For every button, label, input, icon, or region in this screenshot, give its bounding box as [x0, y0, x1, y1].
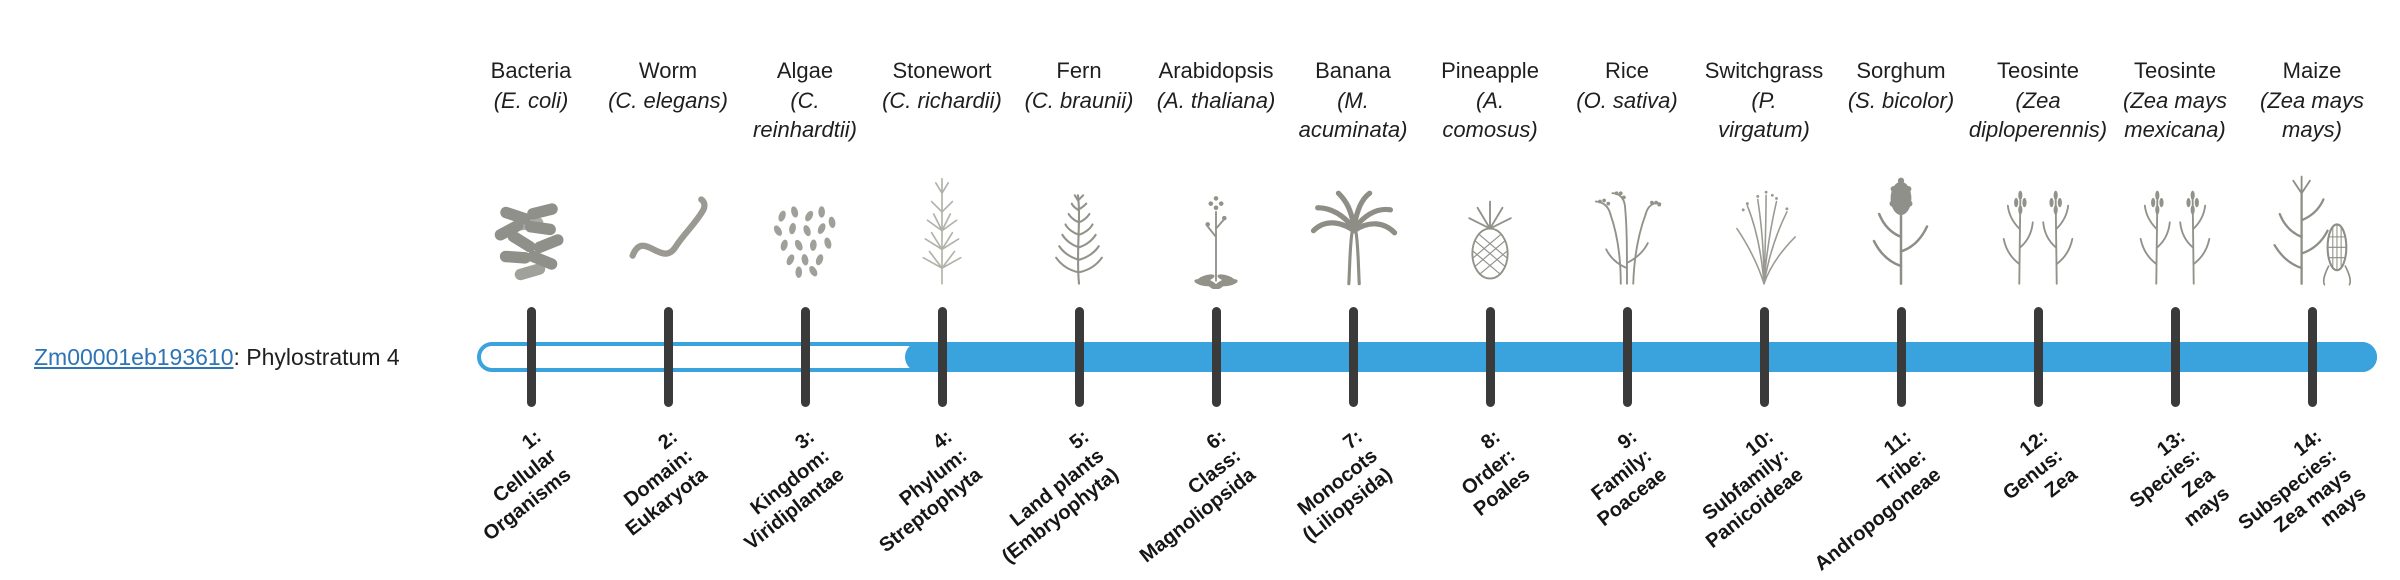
organism-scientific-name: (Zea mays mays): [2260, 88, 2364, 142]
organism-name: Sorghum: [1856, 58, 1946, 83]
organism-name: Arabidopsis: [1158, 58, 1274, 83]
phylostratum-tick: [1348, 307, 1358, 407]
gene-link[interactable]: Zm00001eb193610: [34, 344, 234, 370]
organism-scientific-name: (C. reinhardtii): [753, 88, 857, 142]
organism-column: Algae (C. reinhardtii): [715, 0, 895, 289]
organism-column: Teosinte (Zea diploperennis): [1948, 0, 2128, 289]
phylostratum-tick: [1074, 307, 1084, 407]
phylostratum-label: 12: Genus: Zea: [1999, 425, 2082, 505]
stonewort-icon: [922, 178, 962, 285]
organism-scientific-name: (S. bicolor): [1847, 88, 1955, 114]
organism-column: Rice (O. sativa): [1537, 0, 1717, 289]
organism-column: Sorghum (S. bicolor): [1811, 0, 1991, 289]
phylostratum-label: 2: Domain: Eukaryota: [620, 425, 712, 541]
organism-column: Fern (C. braunii): [989, 0, 1169, 289]
worm-icon: [616, 164, 720, 289]
phylostratum-label: 10: Subfamily: Panicoideae: [1698, 425, 1808, 553]
bacteria-icon: [492, 202, 566, 282]
phylostratum-label: 13: Species: Zea mays: [2125, 425, 2234, 532]
switchgrass-icon: [1736, 190, 1796, 285]
organism-scientific-name: (C. elegans): [608, 88, 728, 114]
maize-icon: [2273, 175, 2352, 287]
teosinte-icon: [2002, 189, 2074, 285]
phylostratum-label: 3: Kingdom: Viridiplantae: [740, 425, 849, 555]
organism-name: Rice: [1604, 58, 1649, 83]
organism-scientific-name: (C. richardii): [882, 88, 1002, 114]
organism-scientific-name: (Zea diploperennis): [1968, 88, 2108, 142]
organism-name: Algae: [776, 58, 834, 83]
organism-scientific-name: (E. coli): [493, 88, 569, 114]
organism-name: Teosinte: [1997, 58, 2079, 83]
organism-column: Pineapple (A. comosus): [1400, 0, 1580, 289]
phylostratum-tick: [526, 307, 536, 407]
phylostratum-label: 14: Subspecies: Zea mays mays: [2234, 425, 2371, 538]
rice-icon: [1594, 190, 1663, 285]
organism-scientific-name: (C. braunii): [1024, 88, 1134, 114]
organism-scientific-name: (M. acuminata): [1298, 88, 1408, 142]
phylostratum-tick: [800, 307, 810, 407]
banana-icon: [1301, 164, 1405, 289]
organism-column: Maize (Zea mays mays): [2222, 0, 2400, 289]
phylostratum-tick: [1896, 307, 1906, 407]
phylostratum-label: 6: Class: Magnoliopsida: [1135, 425, 1260, 568]
phylostratum-tick: [2033, 307, 2043, 407]
organism-column: Switchgrass (P. virgatum): [1674, 0, 1854, 289]
phylostratum-label: 9: Family: Poaceae: [1587, 425, 1671, 531]
organism-scientific-name: (O. sativa): [1576, 88, 1678, 114]
organism-scientific-name: (Zea mays mexicana): [2123, 88, 2227, 142]
phylostratum-tick: [1485, 307, 1495, 407]
organism-column: Banana (M. acuminata): [1263, 0, 1443, 289]
phylostratum-tick: [2307, 307, 2317, 407]
organism-name: Stonewort: [892, 58, 992, 83]
organism-column: Teosinte (Zea mays mexicana): [2085, 0, 2265, 289]
arabidopsis-icon: [1192, 195, 1240, 290]
algae-icon: [772, 205, 837, 279]
organism-name: Banana: [1315, 58, 1391, 83]
phylostratum-label: 5: Land plants (Embryophyta): [997, 425, 1123, 568]
phylostratum-tick: [1622, 307, 1632, 407]
phylostratum-tick: [1759, 307, 1769, 407]
phylostratum-label: 1: Cellular Organisms: [478, 425, 575, 546]
organism-column: Bacteria (E. coli): [441, 0, 621, 289]
gene-label: Zm00001eb193610: Phylostratum 4: [34, 344, 400, 371]
organism-column: Stonewort (C. richardii): [852, 0, 1032, 289]
phylostratum-tick: [2170, 307, 2180, 407]
phylostratum-label: 11: Tribe: Andropogoneae: [1810, 425, 1945, 576]
organism-name: Fern: [1056, 58, 1102, 83]
teosinte-icon: [2139, 189, 2211, 285]
phylostratum-tick: [663, 307, 673, 407]
sorghum-icon: [1872, 176, 1929, 286]
organism-scientific-name: (P. virgatum): [1718, 88, 1810, 142]
organism-scientific-name: (A. comosus): [1442, 88, 1538, 142]
organism-name: Switchgrass: [1704, 58, 1824, 83]
phylostrata-track-filled-segment: [905, 342, 2377, 372]
organism-name: Maize: [2282, 58, 2342, 83]
organism-column: Arabidopsis (A. thaliana): [1126, 0, 1306, 290]
phylostratum-tick: [1211, 307, 1221, 407]
organism-name: Teosinte: [2134, 58, 2216, 83]
organism-name: Worm: [638, 58, 698, 83]
phylostratum-tick: [937, 307, 947, 407]
fern-icon: [1055, 194, 1103, 286]
organism-column: Worm (C. elegans): [578, 0, 758, 289]
organism-name: Pineapple: [1441, 58, 1539, 83]
pineapple-icon: [1468, 200, 1512, 280]
organism-scientific-name: (A. thaliana): [1156, 88, 1276, 114]
phylostratum-label: 8: Order: Poales: [1457, 425, 1534, 521]
phylostratum-label: 4: Phylum: Streptophyta: [874, 425, 986, 557]
organism-name: Bacteria: [490, 58, 572, 83]
phylostratum-label: 7: Monocots (Liliopsida): [1293, 425, 1397, 547]
gene-phylostratum-text: : Phylostratum 4: [233, 344, 400, 370]
